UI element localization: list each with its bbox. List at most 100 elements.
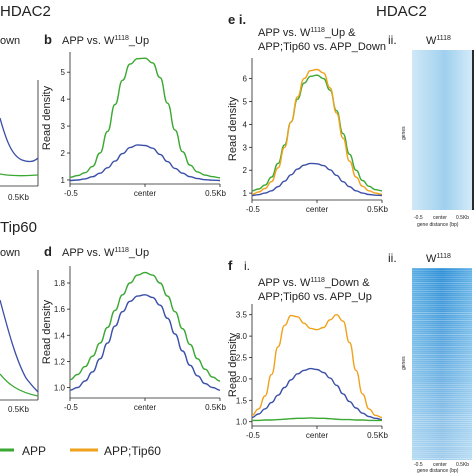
chart-title-e-line2: APP;Tip60 vs. APP_Down	[258, 41, 386, 53]
y-tick-label: 1	[61, 176, 66, 185]
heatmap-bottom-xtick-right: 0.5Kb	[456, 462, 469, 468]
heatmap-bottom: W1118 genes -0.5 center 0.5Kb gene dista…	[401, 253, 472, 474]
chart-title-d-post: _Up	[128, 247, 149, 259]
x-tick-label: -0.5	[246, 205, 260, 214]
chart-title-e-line1: APP vs. W1118_Up &	[258, 27, 356, 39]
chart-title-f-line1: APP vs. W1118_Down &	[258, 277, 370, 289]
y-tick-label: 4	[243, 120, 248, 129]
y-tick-label: 4	[61, 95, 66, 104]
cropped-x-tick-top: 0.5Kb	[8, 193, 29, 202]
panel-sub-label-f: i.	[244, 259, 250, 273]
y-axis-label-d: Read density	[41, 299, 53, 364]
series-line-green	[69, 57, 221, 179]
cropped-x-tick-bottom: 0.5Kb	[8, 405, 29, 414]
y-tick-label: 2.5	[236, 354, 248, 363]
chart-title-b-pre: APP vs. W	[62, 35, 115, 47]
heatmap-top-colorbar	[472, 50, 474, 210]
y-tick-label: 1.0	[54, 384, 66, 393]
x-tick-label: 0.5Kb	[367, 205, 388, 214]
legend-label-app-tip60: APP;Tip60	[104, 444, 161, 458]
y-tick-label: 5	[61, 68, 66, 77]
series-line-orange	[251, 68, 383, 195]
heatmap-bottom-title-w: W	[426, 253, 437, 265]
chart-title-f-line2: APP;Tip60 vs. APP_Up	[258, 291, 372, 303]
chart-title-e-pre: APP vs. W	[258, 27, 311, 39]
heatmap-bottom-xtick-center: center	[433, 462, 447, 468]
heatmap-top-title-sup: 1118	[436, 35, 451, 42]
series-line-green	[252, 417, 382, 422]
y-tick-label: 2.0	[236, 375, 248, 384]
panel-label-f: f	[228, 258, 233, 273]
series-line-blue	[69, 294, 221, 391]
heatmap-bottom-title: W1118	[426, 253, 451, 265]
series-line-blue	[251, 162, 383, 197]
x-tick-label: center	[134, 403, 157, 412]
heatmap-top: W1118 genes -0.5 center 0.5Kb gene dista…	[401, 35, 474, 228]
y-tick-label: 1.0	[236, 418, 248, 427]
x-tick-label: 0.5Kb	[367, 431, 388, 440]
chart-title-b-sup: 1118	[114, 35, 129, 42]
series-line-orange	[251, 313, 383, 419]
chart-b: 1 2 3 4 5 -0.5 center 0.5Kb Read density	[41, 52, 227, 198]
y-axis-label-b: Read density	[41, 85, 53, 150]
x-tick-label: center	[134, 189, 157, 198]
y-tick-label: 1.8	[54, 279, 66, 288]
y-tick-label: 1.5	[236, 396, 248, 405]
series-line-green	[69, 271, 221, 382]
section-title-tip60: Tip60	[0, 219, 37, 236]
y-tick-label: 3.5	[236, 311, 248, 320]
cropped-plot-bottom	[0, 270, 39, 401]
heatmap-top-title: W1118	[426, 35, 451, 47]
heatmap-bottom-ylabel: genes	[401, 356, 407, 370]
x-tick-label: -0.5	[246, 431, 260, 440]
y-tick-label: 1	[243, 189, 248, 198]
y-tick-label: 6	[243, 75, 248, 84]
chart-title-f-post: _Down &	[324, 277, 370, 289]
heatmap-top-image	[412, 50, 472, 210]
heatmap-bottom-xlabel: gene distance (bp)	[417, 468, 459, 474]
chart-title-d: APP vs. W1118_Up	[62, 247, 149, 259]
chart-title-b-post: _Up	[128, 35, 149, 47]
x-tick-label: -0.5	[64, 189, 78, 198]
heatmap-bottom-title-sup: 1118	[436, 253, 451, 260]
heatmap-bottom-fade	[412, 268, 472, 460]
panel-label-e-ii: ii.	[388, 33, 397, 47]
x-tick-label: -0.5	[64, 403, 78, 412]
y-tick-label: 3.0	[236, 332, 248, 341]
chart-title-d-sup: 1118	[114, 247, 129, 254]
chart-e: 1 2 3 4 5 6 -0.5 center 0.5Kb Read density	[227, 58, 389, 214]
chart-title-e-post: _Up &	[324, 27, 356, 39]
y-tick-label: 2	[243, 166, 248, 175]
chart-title-e-sup: 1118	[310, 27, 325, 34]
series-line-blue	[69, 144, 221, 182]
y-tick-label: 5	[243, 98, 248, 107]
cropped-title-bottom: own	[0, 247, 20, 259]
y-tick-label: 1.6	[54, 305, 66, 314]
cropped-title-top: own	[0, 35, 20, 47]
y-tick-label: 2	[61, 149, 66, 158]
y-tick-label: 3	[61, 122, 66, 131]
y-tick-label: 1.4	[54, 331, 66, 340]
heatmap-top-xtick-center: center	[433, 215, 447, 221]
chart-title-b: APP vs. W1118_Up	[62, 35, 149, 47]
x-tick-label: center	[306, 431, 329, 440]
chart-title-d-pre: APP vs. W	[62, 247, 115, 259]
chart-title-f-sup: 1118	[310, 277, 325, 284]
x-tick-label: center	[306, 205, 329, 214]
y-tick-label: 1.2	[54, 357, 66, 366]
x-tick-label: 0.5Kb	[205, 403, 226, 412]
x-tick-label: 0.5Kb	[205, 189, 226, 198]
panel-label-d: d	[44, 244, 52, 259]
series-line-blue	[251, 367, 383, 421]
heatmap-top-xtick-left: -0.5	[414, 215, 423, 221]
heatmap-top-ylabel: genes	[401, 126, 407, 140]
chart-f: 1.0 1.5 2.0 2.5 3.0 3.5 -0.5 center 0.5Kb Read de…	[227, 304, 389, 440]
y-axis-label-f: Read density	[227, 332, 239, 397]
panel-label-e: e i.	[228, 12, 246, 27]
heatmap-top-xlabel: gene distance (bp)	[417, 222, 459, 228]
heatmap-top-xtick-right: 0.5Kb	[456, 215, 469, 221]
y-tick-label: 3	[243, 143, 248, 152]
chart-title-f-pre: APP vs. W	[258, 277, 311, 289]
y-axis-label-e: Read density	[227, 96, 239, 161]
